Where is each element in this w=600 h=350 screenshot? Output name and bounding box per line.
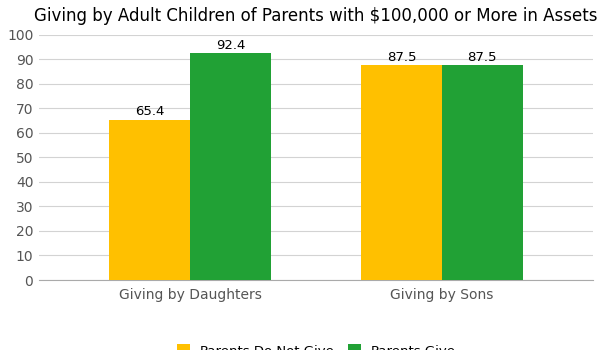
Text: 65.4: 65.4 <box>135 105 164 118</box>
Title: Giving by Adult Children of Parents with $100,000 or More in Assets: Giving by Adult Children of Parents with… <box>34 7 598 25</box>
Legend: Parents Do Not Give, Parents Give: Parents Do Not Give, Parents Give <box>173 341 459 350</box>
Bar <box>361 65 442 280</box>
Text: 92.4: 92.4 <box>215 38 245 51</box>
Text: 87.5: 87.5 <box>387 50 416 63</box>
Text: 87.5: 87.5 <box>467 50 497 63</box>
Bar <box>442 65 523 280</box>
Bar <box>190 54 271 280</box>
Bar <box>109 120 190 280</box>
